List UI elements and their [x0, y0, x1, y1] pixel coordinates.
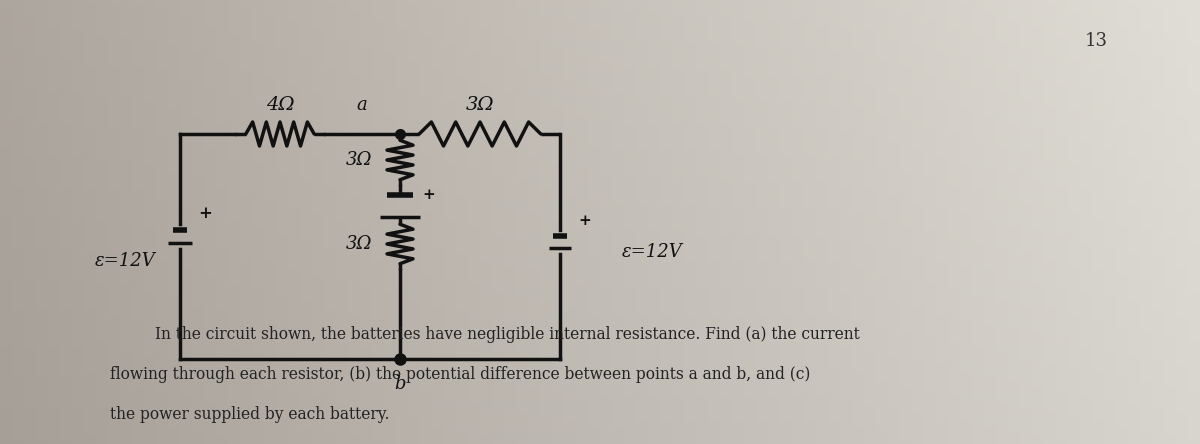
Text: 3Ω: 3Ω	[346, 235, 372, 253]
Text: 3Ω: 3Ω	[346, 151, 372, 169]
Text: +: +	[422, 188, 434, 202]
Text: 3Ω: 3Ω	[466, 96, 494, 114]
Text: a: a	[356, 96, 367, 114]
Text: b: b	[395, 375, 406, 393]
Text: +: +	[198, 205, 212, 222]
Text: ε=12V: ε=12V	[95, 253, 155, 270]
Text: the power supplied by each battery.: the power supplied by each battery.	[110, 406, 390, 423]
Text: +: +	[578, 214, 590, 227]
Text: flowing through each resistor, (b) the potential difference between points a and: flowing through each resistor, (b) the p…	[110, 366, 810, 383]
Text: ε=12V: ε=12V	[622, 242, 683, 261]
Text: 13: 13	[1085, 32, 1108, 50]
Text: 4Ω: 4Ω	[265, 96, 294, 114]
Text: In the circuit shown, the batteries have negligible internal resistance. Find (a: In the circuit shown, the batteries have…	[155, 326, 859, 343]
